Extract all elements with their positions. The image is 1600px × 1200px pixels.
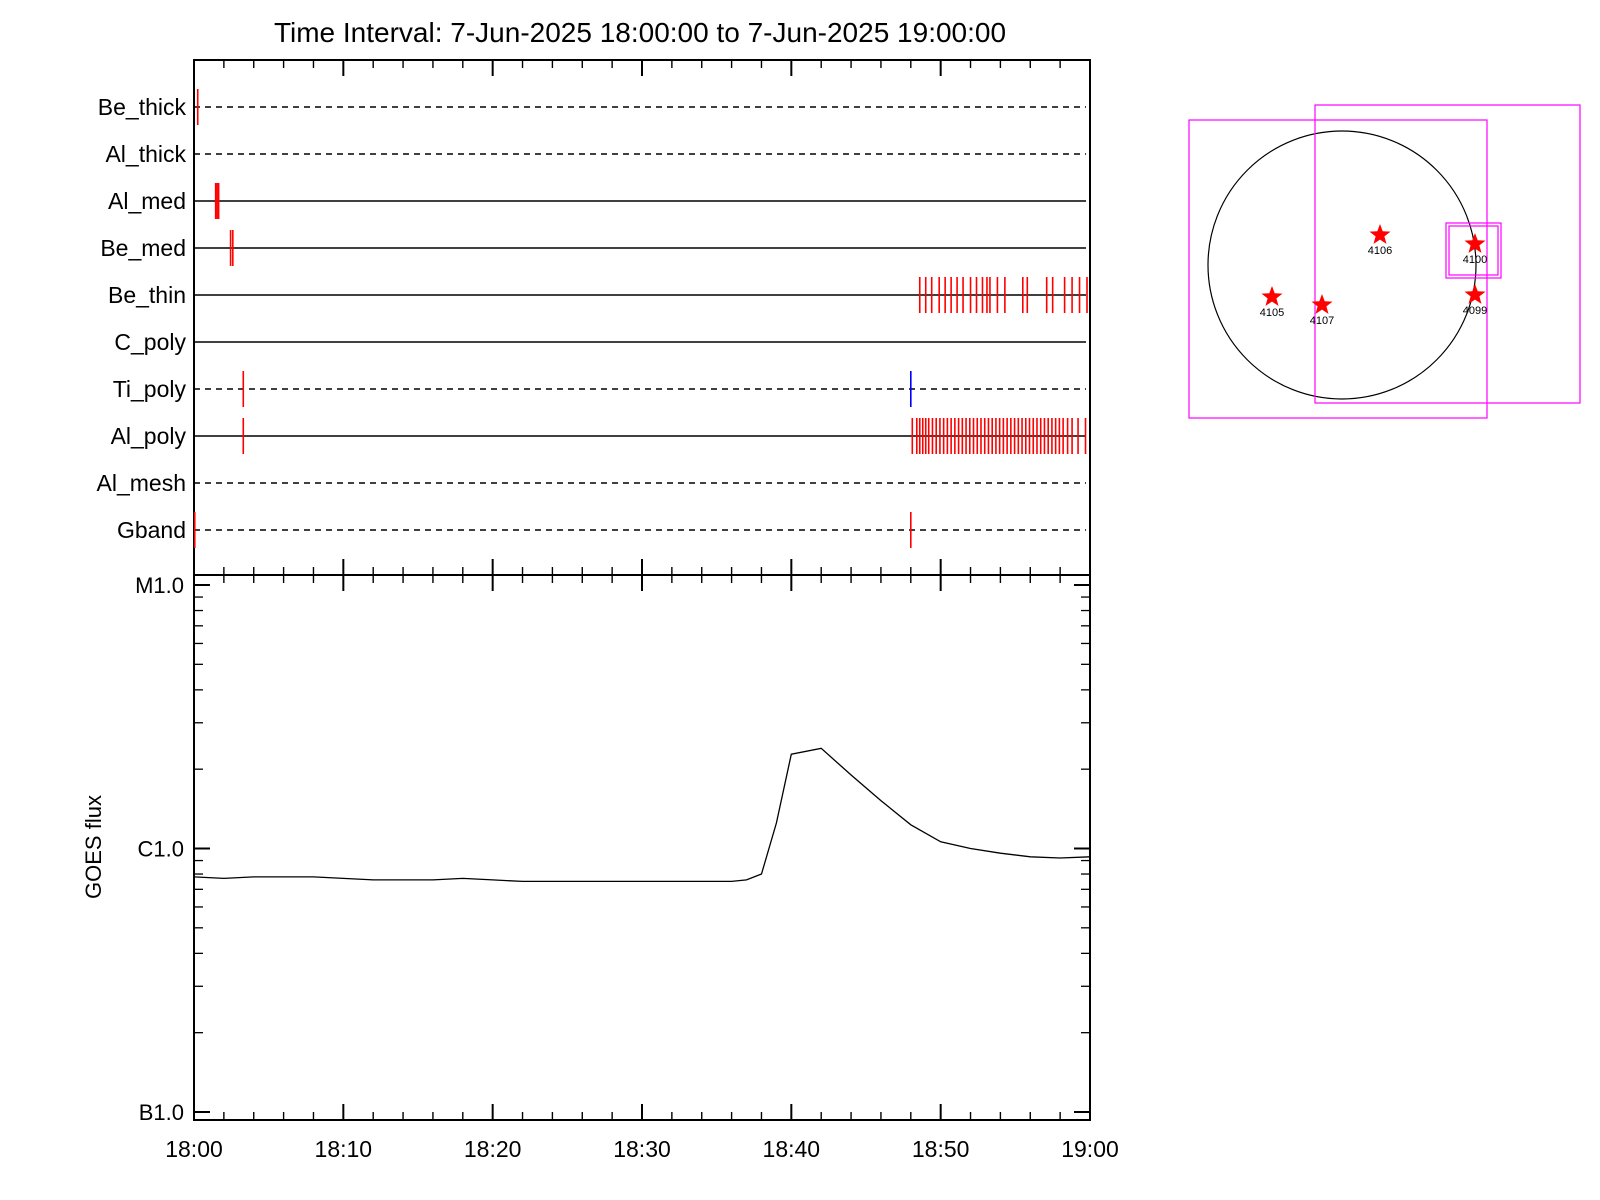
- region-marker-star: [1464, 233, 1486, 253]
- fov-box: [1188, 119, 1488, 419]
- goes-plot-frame: [193, 574, 1091, 1121]
- x-tick-label: 19:00: [1061, 1136, 1119, 1162]
- region-label: 4100: [1463, 254, 1487, 266]
- row-label-Al_med: Al_med: [108, 188, 186, 214]
- x-tick-label: 18:30: [613, 1136, 671, 1162]
- region-marker-star: [1464, 284, 1486, 304]
- region-marker-star: [1369, 224, 1391, 244]
- x-tick-labels: 18:00 18:10 18:20 18:30 18:40 18:50 19:00: [165, 1136, 1119, 1162]
- region-marker-star: [1311, 294, 1333, 314]
- y-tick-label: C1.0: [138, 837, 184, 862]
- goes-flux-line: [193, 747, 1091, 883]
- region-marker-star: [1261, 286, 1283, 306]
- x-tick-label: 18:20: [464, 1136, 522, 1162]
- region-label: 4099: [1463, 305, 1487, 317]
- region-label: 4106: [1368, 245, 1392, 257]
- row-label-Al_poly: Al_poly: [111, 423, 187, 449]
- row-label-Be_med: Be_med: [100, 235, 186, 261]
- solar-limb: [1207, 130, 1477, 400]
- row-label-Ti_poly: Ti_poly: [113, 376, 187, 402]
- x-tick-label: 18:00: [165, 1136, 223, 1162]
- x-tick-label: 18:40: [763, 1136, 821, 1162]
- y-tick-label: M1.0: [135, 573, 184, 598]
- fov-box-small: [1445, 222, 1502, 279]
- region-label: 4107: [1310, 315, 1334, 327]
- timeline-frame: [193, 59, 1091, 576]
- y-axis-label: GOES flux: [81, 795, 106, 899]
- fov-box: [1314, 104, 1581, 404]
- row-label-C_poly: C_poly: [114, 329, 186, 355]
- fov-box-small: [1448, 225, 1499, 276]
- chart-title: Time Interval: 7-Jun-2025 18:00:00 to 7-…: [274, 17, 1006, 48]
- row-label-Al_thick: Al_thick: [105, 141, 186, 167]
- row-label-Al_mesh: Al_mesh: [97, 470, 186, 496]
- y-tick-label: B1.0: [139, 1100, 184, 1125]
- solar-disk-map: 4106 4100 4105 4107 4099: [1188, 104, 1581, 419]
- region-label: 4105: [1260, 307, 1284, 319]
- goes-flux-panel: GOES flux M1.0 C1.0 B1.0: [81, 573, 1091, 1125]
- x-tick-label: 18:10: [315, 1136, 373, 1162]
- event-timeline-panel: Be_thick Al_thick Al_med Be_med Be_thin C_pol…: [97, 59, 1091, 576]
- row-label-Be_thick: Be_thick: [98, 94, 187, 120]
- row-label-Gband: Gband: [117, 517, 186, 543]
- row-label-Be_thin: Be_thin: [108, 282, 186, 308]
- x-tick-label: 18:50: [912, 1136, 970, 1162]
